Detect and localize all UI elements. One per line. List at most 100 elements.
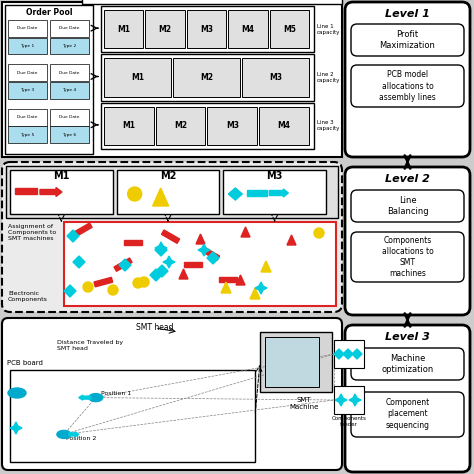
- Text: Level 3: Level 3: [385, 332, 430, 342]
- Bar: [8, 20, 47, 37]
- Polygon shape: [236, 275, 245, 285]
- Bar: [10, 170, 113, 214]
- Bar: [8, 37, 47, 55]
- Bar: [259, 107, 309, 145]
- Text: Level 1: Level 1: [385, 9, 430, 19]
- Bar: [260, 332, 332, 392]
- Text: Due Date: Due Date: [17, 27, 38, 30]
- Bar: [156, 107, 206, 145]
- Polygon shape: [179, 269, 188, 279]
- Bar: [8, 64, 47, 81]
- Circle shape: [83, 282, 93, 292]
- Circle shape: [133, 278, 143, 288]
- Text: M3: M3: [200, 25, 213, 34]
- Text: Type 6: Type 6: [63, 133, 77, 137]
- Bar: [223, 170, 326, 214]
- Text: Profit
Maximization: Profit Maximization: [380, 30, 436, 50]
- Bar: [114, 258, 132, 271]
- FancyArrow shape: [269, 189, 288, 197]
- Text: M2: M2: [159, 25, 172, 34]
- Text: M3: M3: [226, 121, 239, 130]
- FancyBboxPatch shape: [351, 232, 464, 282]
- Text: M3: M3: [266, 171, 283, 181]
- Bar: [173, 58, 240, 97]
- Text: Components
allocations to
SMT
machines: Components allocations to SMT machines: [382, 236, 433, 278]
- Bar: [334, 386, 364, 414]
- Polygon shape: [335, 394, 347, 406]
- FancyBboxPatch shape: [351, 190, 464, 222]
- Bar: [8, 109, 47, 126]
- FancyBboxPatch shape: [351, 65, 464, 107]
- Text: M1: M1: [122, 121, 136, 130]
- Polygon shape: [343, 349, 353, 359]
- Text: Type 2: Type 2: [63, 44, 77, 48]
- Bar: [6, 166, 338, 218]
- Text: M1: M1: [53, 171, 70, 181]
- Bar: [64, 222, 336, 306]
- Polygon shape: [228, 188, 242, 200]
- Polygon shape: [198, 244, 210, 256]
- FancyBboxPatch shape: [351, 348, 464, 380]
- Text: M2: M2: [160, 171, 176, 181]
- Bar: [187, 10, 226, 48]
- Polygon shape: [261, 261, 271, 272]
- Bar: [104, 107, 154, 145]
- Bar: [117, 170, 219, 214]
- Text: SMT
Machine: SMT Machine: [289, 397, 319, 410]
- Text: PCB board: PCB board: [7, 360, 43, 366]
- Polygon shape: [64, 285, 76, 297]
- Bar: [162, 230, 180, 243]
- Bar: [50, 126, 89, 143]
- Text: Line 3
capacity: Line 3 capacity: [317, 120, 340, 131]
- Bar: [10, 370, 255, 462]
- Bar: [201, 247, 219, 260]
- Bar: [101, 103, 314, 149]
- Circle shape: [108, 285, 118, 295]
- Text: Level 1: Level 1: [192, 0, 232, 2]
- Text: Electronic
Components: Electronic Components: [8, 291, 48, 302]
- Bar: [50, 109, 89, 126]
- Text: Due Date: Due Date: [17, 115, 38, 119]
- Bar: [82, 0, 342, 4]
- Polygon shape: [221, 282, 231, 293]
- Polygon shape: [207, 252, 219, 264]
- Bar: [50, 82, 89, 99]
- Polygon shape: [73, 256, 85, 268]
- Bar: [228, 10, 268, 48]
- Polygon shape: [352, 349, 362, 359]
- Polygon shape: [156, 265, 168, 277]
- Text: Line 1
capacity: Line 1 capacity: [317, 24, 340, 35]
- Text: Type 1: Type 1: [20, 44, 35, 48]
- Text: Line 2
capacity: Line 2 capacity: [317, 72, 340, 83]
- Polygon shape: [119, 259, 131, 271]
- Text: Assignment of
Components to
SMT machines: Assignment of Components to SMT machines: [8, 224, 56, 241]
- Circle shape: [139, 277, 149, 287]
- Text: Order Pool: Order Pool: [26, 8, 72, 17]
- Text: M1: M1: [117, 25, 130, 34]
- Polygon shape: [153, 188, 169, 206]
- FancyBboxPatch shape: [345, 2, 470, 157]
- Bar: [8, 82, 47, 99]
- Bar: [94, 277, 113, 287]
- Ellipse shape: [8, 388, 26, 398]
- Text: Position 2: Position 2: [66, 436, 96, 441]
- Polygon shape: [250, 288, 260, 299]
- Polygon shape: [334, 349, 344, 359]
- FancyArrow shape: [79, 395, 91, 400]
- Bar: [104, 58, 171, 97]
- FancyBboxPatch shape: [351, 24, 464, 56]
- Text: Due Date: Due Date: [17, 71, 38, 75]
- Text: Type 4: Type 4: [63, 88, 77, 92]
- Bar: [15, 188, 37, 194]
- Polygon shape: [10, 422, 22, 434]
- Text: PCB model
allocations to
assembly lines: PCB model allocations to assembly lines: [379, 71, 436, 101]
- FancyBboxPatch shape: [345, 167, 470, 315]
- Polygon shape: [349, 394, 361, 406]
- Ellipse shape: [57, 430, 71, 438]
- Bar: [146, 10, 185, 48]
- Polygon shape: [155, 244, 167, 256]
- FancyBboxPatch shape: [345, 325, 470, 472]
- Text: M4: M4: [241, 25, 255, 34]
- Bar: [50, 37, 89, 55]
- Ellipse shape: [89, 393, 103, 401]
